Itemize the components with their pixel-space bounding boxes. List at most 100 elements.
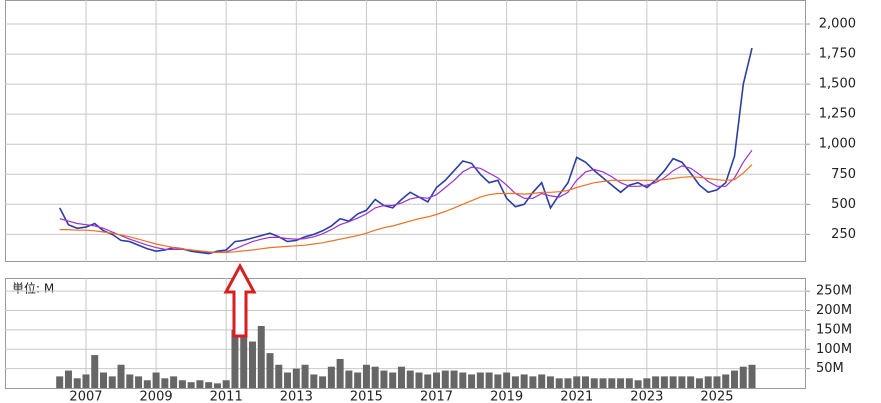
volume-bar xyxy=(117,364,125,388)
plots: 250 500 750 1,000 1,250 1,500 1,750 2,000 2007 20… xyxy=(5,0,856,403)
volume-bar xyxy=(108,376,116,388)
y-tick-label: 150M xyxy=(816,322,852,337)
volume-bar xyxy=(397,366,405,388)
volume-bar xyxy=(73,378,81,388)
volume-bar xyxy=(730,370,738,388)
volume-bar xyxy=(704,376,712,388)
y-tick-label: 200M xyxy=(816,303,852,318)
volume-bar xyxy=(564,378,572,388)
volume-bar xyxy=(354,372,362,388)
price-frame xyxy=(5,0,806,262)
price-line xyxy=(59,164,753,253)
volume-bar xyxy=(678,376,686,388)
volume-bar xyxy=(178,380,186,388)
volume-bar xyxy=(170,376,178,388)
volume-bar xyxy=(231,329,239,388)
volume-bar xyxy=(424,374,432,388)
y-tick-label: 2,000 xyxy=(819,17,856,32)
volume-bar xyxy=(590,378,598,388)
x-tick-label: 2025 xyxy=(700,390,733,403)
volume-bar xyxy=(634,380,642,388)
volume-bar xyxy=(362,364,370,388)
volume-bar xyxy=(301,364,309,388)
volume-bar xyxy=(520,374,528,388)
volume-bar xyxy=(319,376,327,388)
volume-bar xyxy=(546,376,554,388)
volume-bar xyxy=(511,376,519,388)
x-tick-label: 2013 xyxy=(280,390,313,403)
volume-bar xyxy=(143,380,151,388)
volume-bar xyxy=(292,368,300,388)
volume-bar xyxy=(494,374,502,388)
volume-bar xyxy=(608,378,616,388)
y-tick-label: 250M xyxy=(816,284,852,299)
volume-bar xyxy=(126,374,134,388)
volume-bar xyxy=(476,372,484,388)
volume-bar xyxy=(284,372,292,388)
volume-bar xyxy=(213,383,221,388)
volume-bar xyxy=(459,372,467,388)
volume-bar xyxy=(152,372,160,388)
volume-bar xyxy=(64,370,72,388)
volume-bar xyxy=(739,366,747,388)
y-tick-label: 100M xyxy=(816,342,852,357)
volume-bar xyxy=(617,378,625,388)
volume-bar xyxy=(660,376,668,388)
volume-bar xyxy=(257,326,265,388)
volume-bar xyxy=(345,370,353,388)
x-tick-label: 2021 xyxy=(560,390,593,403)
y-tick-label: 500 xyxy=(831,197,856,212)
volume-bar xyxy=(240,318,248,388)
volume-bar xyxy=(468,374,476,388)
volume-bar xyxy=(450,370,458,388)
volume-bar xyxy=(248,341,256,388)
y-tick-label: 1,250 xyxy=(819,107,856,122)
volume-bar xyxy=(652,376,660,388)
volume-bar xyxy=(205,382,213,388)
x-tick-label: 2017 xyxy=(420,390,453,403)
volume-bar xyxy=(555,378,563,388)
y-tick-label: 750 xyxy=(831,167,856,182)
volume-bar xyxy=(406,370,414,388)
y-tick-label: 1,500 xyxy=(819,77,856,92)
volume-bar xyxy=(669,376,677,388)
volume-bar xyxy=(266,353,274,388)
volume-bar xyxy=(135,376,143,388)
volume-bar xyxy=(643,378,651,388)
volume-bar xyxy=(196,380,204,388)
volume-bar xyxy=(371,366,379,388)
volume-bar xyxy=(441,370,449,388)
volume-bar xyxy=(91,355,99,388)
volume-bar xyxy=(161,378,169,388)
volume-bar xyxy=(625,378,633,388)
volume-bar xyxy=(100,372,108,388)
x-tick-label: 2015 xyxy=(350,390,383,403)
volume-bar xyxy=(82,374,90,388)
volume-frame xyxy=(5,278,806,389)
volume-bar xyxy=(433,372,441,388)
volume-bar xyxy=(336,358,344,388)
volume-bar xyxy=(573,376,581,388)
volume-bar xyxy=(275,364,283,388)
volume-bar xyxy=(599,378,607,388)
x-tick-label: 2011 xyxy=(210,390,243,403)
volume-bar xyxy=(503,372,511,388)
x-tick-label: 2007 xyxy=(69,390,102,403)
volume-bar xyxy=(695,378,703,388)
volume-bar xyxy=(380,370,388,388)
x-tick-label: 2019 xyxy=(490,390,523,403)
volume-bar xyxy=(687,376,695,388)
y-tick-label: 250 xyxy=(831,227,856,242)
volume-bar xyxy=(187,382,195,388)
price-line xyxy=(59,149,753,253)
y-tick-label: 1,000 xyxy=(819,137,856,152)
volume-bar xyxy=(485,372,493,388)
unit-label: 単位: M xyxy=(12,281,54,296)
volume-bar xyxy=(722,374,730,388)
volume-bar xyxy=(713,376,721,388)
volume-bar xyxy=(748,364,756,388)
volume-bar xyxy=(415,372,423,388)
highlight-arrow xyxy=(223,262,257,338)
x-tick-label: 2023 xyxy=(630,390,663,403)
